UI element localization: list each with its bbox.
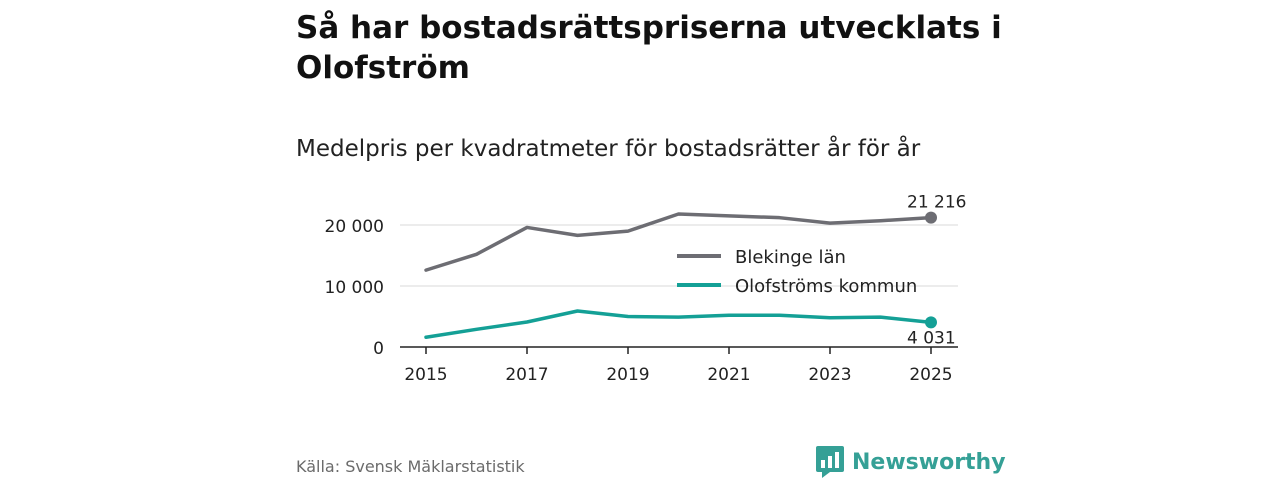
newsworthy-icon [816,446,844,478]
series-line-0 [424,212,933,272]
y-tick-label: 0 [373,339,384,359]
brand-name: Newsworthy [852,449,1006,475]
x-tick-label: 2023 [808,365,851,385]
end-marker-1 [925,316,937,329]
x-tick-label: 2025 [909,365,952,385]
series-line-1 [424,309,933,339]
line-chart: 0 10 000 20 000 2015 2017 2019 2021 2023 2025 2… [325,193,967,385]
source-note: Källa: Svensk Mäklarstatistik [296,457,525,476]
x-tick-label: 2015 [404,365,447,385]
end-value-label-0: 21 216 [907,193,966,213]
brand-logo: Newsworthy [816,446,1006,478]
chart-subtitle: Medelpris per kvadratmeter för bostadsrä… [296,136,921,162]
y-axis-ticks: 0 10 000 20 000 [325,217,384,359]
x-axis: 2015 2017 2019 2021 2023 2025 [400,346,958,385]
series-lines [424,212,933,339]
end-markers: 21 216 4 031 [907,193,966,349]
x-tick-label: 2021 [707,365,750,385]
chart-title: Så har bostadsrättspriserna utvecklats i… [296,10,1002,86]
x-tick-label: 2017 [505,365,548,385]
legend-label-0: Blekinge län [735,247,846,268]
legend: Blekinge län Olofströms kommun [677,247,917,297]
y-tick-label: 20 000 [325,217,384,237]
end-marker-0 [925,211,937,224]
end-value-label-1: 4 031 [907,328,956,348]
y-tick-label: 10 000 [325,278,384,298]
x-tick-label: 2019 [606,365,649,385]
legend-label-1: Olofströms kommun [735,276,917,297]
